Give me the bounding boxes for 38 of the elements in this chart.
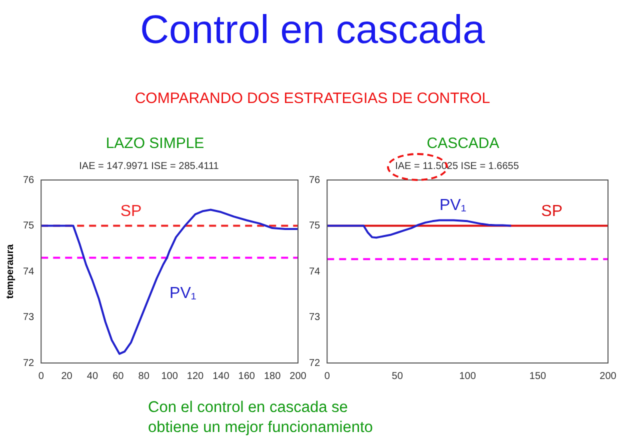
- ref-line-label: SP: [120, 203, 142, 220]
- y-tick-label: 74: [23, 266, 35, 278]
- x-tick-label: 60: [112, 370, 124, 382]
- y-tick-label: 72: [23, 358, 35, 369]
- y-tick-label: 74: [309, 266, 321, 278]
- x-tick-label: 0: [38, 370, 44, 382]
- x-tick-label: 100: [459, 370, 476, 382]
- chart-subtitle: IAE = 147.9971 ISE = 285.4111: [79, 160, 220, 172]
- x-tick-label: 80: [138, 370, 150, 382]
- x-tick-label: 200: [600, 370, 617, 382]
- ref-line-label: SP: [541, 203, 562, 220]
- y-tick-label: 73: [309, 312, 321, 323]
- series-label: PV₁: [439, 197, 466, 214]
- y-axis-title: temperaura: [4, 244, 16, 299]
- x-tick-label: 160: [238, 370, 256, 382]
- x-tick-label: 100: [161, 370, 178, 382]
- series-label: PV₁: [170, 284, 196, 302]
- text: COMPARANDO DOS ESTRATEGIAS DE CONTROL: [134, 90, 492, 107]
- chart-subtitle: IAE = 11.5025 ISE = 1.6655: [395, 160, 520, 172]
- text: Con el control en cascada se obtiene un mejor funcionamiento: [148, 398, 374, 438]
- x-tick-label: 120: [186, 370, 204, 382]
- y-tick-label: 75: [23, 220, 35, 232]
- x-tick-label: 140: [212, 370, 230, 382]
- x-tick-label: 20: [61, 370, 73, 382]
- y-tick-label: 76: [23, 174, 35, 186]
- y-tick-label: 73: [23, 312, 35, 323]
- y-tick-label: 72: [309, 358, 321, 369]
- text: Control en cascada: [139, 8, 486, 53]
- y-tick-label: 75: [309, 220, 321, 232]
- chart-title: LAZO SIMPLE: [104, 135, 206, 152]
- x-tick-label: 180: [264, 370, 282, 382]
- x-tick-label: 200: [290, 370, 307, 382]
- chart-title: CASCADA: [426, 135, 500, 152]
- y-tick-label: 76: [309, 174, 321, 186]
- x-tick-label: 0: [324, 370, 330, 382]
- x-tick-label: 40: [86, 370, 98, 382]
- x-tick-label: 50: [392, 370, 404, 382]
- x-tick-label: 150: [529, 370, 547, 382]
